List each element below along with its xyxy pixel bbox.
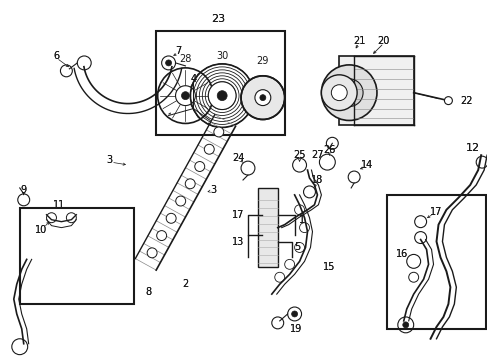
Text: 23: 23 xyxy=(211,14,225,24)
Text: 6: 6 xyxy=(53,51,60,61)
Text: 18: 18 xyxy=(311,175,323,185)
Text: 17: 17 xyxy=(231,210,244,220)
Circle shape xyxy=(335,79,362,107)
Bar xyxy=(386,195,485,329)
Circle shape xyxy=(254,90,270,105)
Circle shape xyxy=(291,311,297,317)
Text: 3: 3 xyxy=(106,155,112,165)
Text: 4: 4 xyxy=(190,74,196,84)
Text: 17: 17 xyxy=(231,210,244,220)
Text: 3: 3 xyxy=(210,185,216,195)
Text: 21: 21 xyxy=(352,36,365,46)
Text: 8: 8 xyxy=(145,287,151,297)
Text: 11: 11 xyxy=(53,200,65,210)
Text: 26: 26 xyxy=(323,145,335,155)
Text: 5: 5 xyxy=(294,243,300,252)
Circle shape xyxy=(166,213,176,223)
Text: 12: 12 xyxy=(465,143,479,153)
Text: 23: 23 xyxy=(211,14,225,24)
Text: 22: 22 xyxy=(459,96,472,105)
Bar xyxy=(20,208,134,304)
Text: 8: 8 xyxy=(145,287,151,297)
Circle shape xyxy=(444,96,451,105)
Text: 27: 27 xyxy=(310,150,323,160)
Circle shape xyxy=(204,144,214,154)
Text: 13: 13 xyxy=(231,237,244,247)
Text: 19: 19 xyxy=(289,324,301,334)
Text: 15: 15 xyxy=(323,262,335,272)
Text: 3: 3 xyxy=(210,185,216,195)
Circle shape xyxy=(185,179,195,189)
Text: 10: 10 xyxy=(36,225,48,235)
Text: 17: 17 xyxy=(429,207,442,217)
Circle shape xyxy=(157,68,213,123)
Circle shape xyxy=(331,85,346,100)
Bar xyxy=(155,31,284,135)
Bar xyxy=(339,56,413,125)
Circle shape xyxy=(321,65,376,121)
Text: 6: 6 xyxy=(53,51,60,61)
Text: 16: 16 xyxy=(395,249,407,260)
Circle shape xyxy=(321,75,356,111)
Text: 18: 18 xyxy=(311,175,323,185)
Text: 13: 13 xyxy=(231,237,244,247)
Circle shape xyxy=(217,91,226,100)
Text: 15: 15 xyxy=(323,262,335,272)
Text: 24: 24 xyxy=(231,153,244,163)
Text: 24: 24 xyxy=(231,153,244,163)
Circle shape xyxy=(156,231,166,240)
Text: 10: 10 xyxy=(36,225,48,235)
Circle shape xyxy=(181,92,189,100)
Text: 2: 2 xyxy=(182,279,188,289)
Text: 12: 12 xyxy=(465,143,479,153)
Text: 20: 20 xyxy=(377,36,389,46)
Text: 14: 14 xyxy=(360,160,372,170)
Text: 11: 11 xyxy=(53,200,65,210)
Circle shape xyxy=(194,162,204,171)
Circle shape xyxy=(175,86,195,105)
Text: 7: 7 xyxy=(175,46,181,56)
Text: 2: 2 xyxy=(182,279,188,289)
Text: 16: 16 xyxy=(395,249,407,260)
Circle shape xyxy=(213,127,224,137)
Text: 7: 7 xyxy=(175,46,181,56)
Text: 30: 30 xyxy=(216,51,228,61)
Text: 9: 9 xyxy=(20,185,27,195)
Text: 19: 19 xyxy=(289,324,301,334)
Text: 5: 5 xyxy=(294,243,300,252)
Text: 25: 25 xyxy=(293,150,305,160)
Text: 26: 26 xyxy=(323,145,335,155)
Text: 21: 21 xyxy=(352,36,365,46)
Text: 3: 3 xyxy=(106,155,112,165)
Circle shape xyxy=(259,95,265,100)
Text: 1: 1 xyxy=(298,215,304,225)
Text: 9: 9 xyxy=(20,185,27,195)
Circle shape xyxy=(165,60,171,66)
Circle shape xyxy=(402,322,408,328)
Text: 22: 22 xyxy=(459,96,472,105)
Text: 14: 14 xyxy=(360,160,372,170)
Text: 1: 1 xyxy=(298,215,304,225)
Text: 28: 28 xyxy=(179,54,191,64)
Text: 27: 27 xyxy=(310,150,323,160)
Text: 29: 29 xyxy=(256,56,268,66)
Circle shape xyxy=(175,196,185,206)
Text: 20: 20 xyxy=(377,36,389,46)
Circle shape xyxy=(208,82,236,109)
Text: 25: 25 xyxy=(293,150,305,160)
Text: 17: 17 xyxy=(429,207,442,217)
Circle shape xyxy=(241,76,284,120)
Text: 4: 4 xyxy=(190,74,196,84)
Circle shape xyxy=(147,248,157,258)
Bar xyxy=(257,188,277,267)
Circle shape xyxy=(343,87,354,99)
